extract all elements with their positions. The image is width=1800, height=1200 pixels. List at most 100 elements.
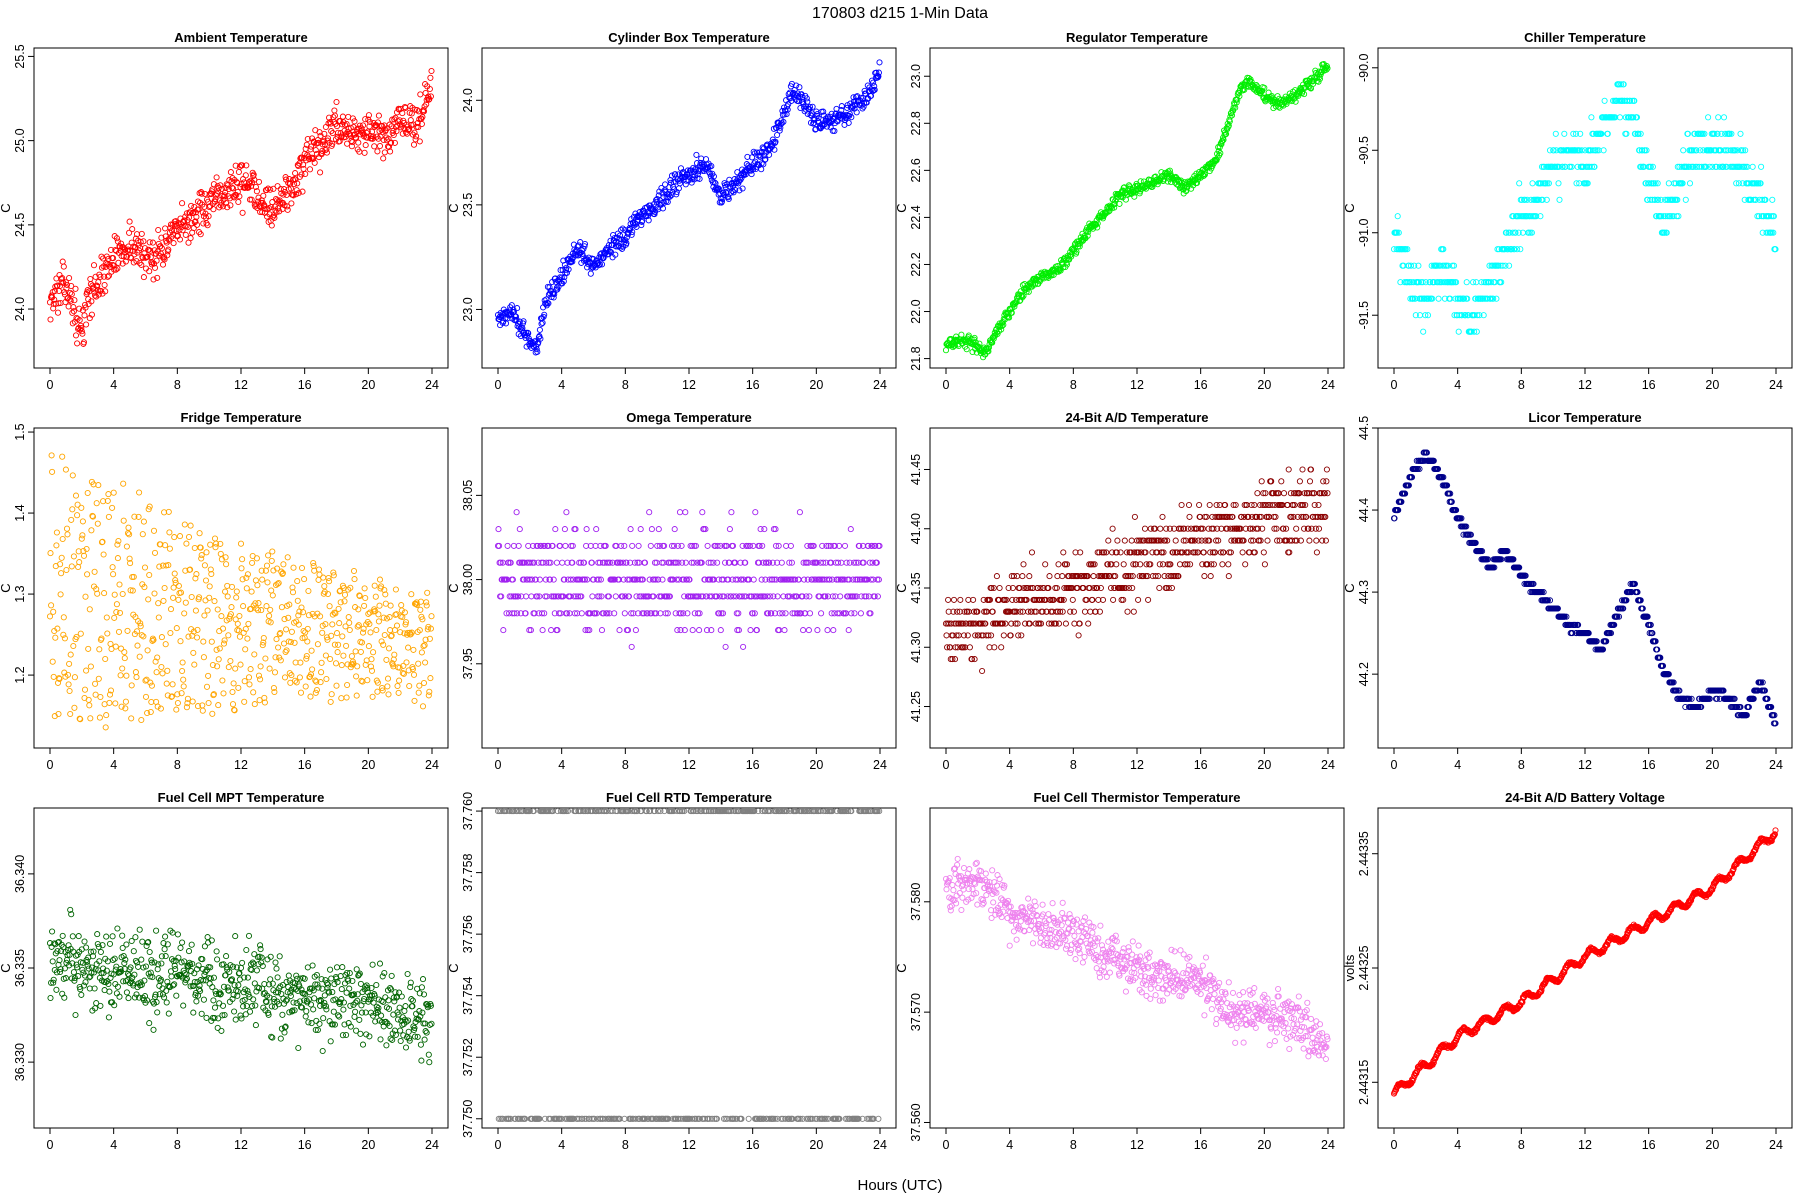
- data-point: [353, 673, 360, 680]
- data-point: [1394, 213, 1401, 220]
- data-point: [346, 619, 353, 626]
- data-point: [359, 130, 366, 137]
- plot-frame: [1377, 47, 1793, 369]
- data-point: [153, 257, 160, 264]
- data-point: [66, 274, 73, 282]
- data-point: [50, 305, 57, 312]
- y-axis-label: C: [0, 583, 13, 592]
- data-point: [116, 609, 124, 616]
- data-point: [427, 675, 434, 682]
- data-point: [88, 298, 95, 305]
- data-point: [754, 161, 761, 168]
- data-point: [54, 309, 62, 316]
- data-point: [1018, 632, 1025, 639]
- data-point: [1435, 295, 1442, 302]
- data-point: [606, 248, 613, 255]
- data-point: [1720, 114, 1728, 121]
- data-point: [172, 221, 179, 228]
- data-point: [757, 152, 764, 159]
- data-point: [302, 683, 309, 690]
- data-point: [164, 252, 171, 259]
- data-point: [85, 296, 92, 303]
- data-point: [169, 221, 176, 228]
- data-point: [631, 220, 638, 227]
- y-tick-label: 37.95: [461, 648, 475, 679]
- data-point: [242, 172, 249, 179]
- data-point: [985, 344, 993, 351]
- data-point: [550, 294, 557, 301]
- y-tick-label: 41.40: [909, 513, 923, 544]
- data-point: [241, 678, 248, 685]
- data-point: [225, 632, 232, 639]
- data-point: [269, 592, 276, 599]
- data-point: [127, 247, 134, 254]
- data-point: [857, 610, 864, 617]
- data-point: [423, 101, 430, 108]
- x-tick-label: 20: [809, 378, 823, 392]
- data-point: [740, 643, 747, 650]
- data-point: [1105, 537, 1112, 544]
- data-point: [718, 198, 725, 205]
- data-point: [1011, 303, 1018, 310]
- data-point: [304, 135, 311, 143]
- data-point: [92, 292, 99, 299]
- data-point: [267, 186, 274, 193]
- data-point: [262, 205, 269, 213]
- data-point: [984, 345, 991, 352]
- data-point: [97, 693, 104, 701]
- x-tick-label: 12: [1578, 378, 1592, 392]
- data-point: [331, 112, 338, 119]
- data-point: [1114, 537, 1121, 544]
- data-point: [297, 689, 305, 696]
- data-point: [417, 91, 424, 98]
- data-point: [335, 605, 342, 612]
- data-point: [385, 645, 393, 652]
- data-point: [598, 627, 606, 634]
- data-point: [115, 259, 122, 266]
- data-point: [229, 688, 236, 696]
- data-point: [243, 585, 250, 592]
- data-point: [329, 621, 336, 628]
- data-point: [158, 663, 165, 671]
- y-tick-label: 24.0: [13, 297, 27, 321]
- data-point: [1026, 573, 1033, 580]
- data-point: [348, 653, 355, 660]
- data-point: [318, 669, 325, 676]
- data-point: [1193, 179, 1201, 187]
- y-tick-label: -90.5: [1357, 136, 1371, 165]
- data-point: [1178, 501, 1185, 509]
- data-point: [181, 521, 188, 528]
- data-point: [158, 634, 165, 641]
- data-point: [1069, 596, 1076, 603]
- data-point: [1014, 573, 1021, 580]
- data-point: [147, 679, 154, 686]
- data-point: [183, 222, 190, 230]
- data-point: [326, 578, 333, 585]
- data-point: [122, 698, 129, 705]
- data-point: [1013, 298, 1020, 305]
- data-point: [1749, 163, 1756, 170]
- x-tick-label: 8: [622, 378, 629, 392]
- data-point: [427, 74, 434, 81]
- data-point: [809, 103, 816, 110]
- x-tick-label: 12: [682, 378, 696, 392]
- data-point: [739, 185, 746, 192]
- data-point: [202, 597, 209, 604]
- data-point: [374, 688, 381, 695]
- data-point: [133, 258, 140, 265]
- data-point: [253, 555, 260, 562]
- x-tick-label: 20: [809, 758, 823, 772]
- data-point: [795, 98, 802, 105]
- data-point: [722, 643, 729, 650]
- data-point: [1429, 295, 1436, 302]
- data-point: [418, 120, 425, 128]
- data-point: [752, 509, 759, 516]
- data-point: [148, 682, 155, 689]
- data-point: [287, 185, 294, 192]
- data-point: [313, 150, 320, 157]
- data-point: [206, 583, 213, 590]
- data-point: [156, 563, 163, 570]
- data-point: [554, 286, 561, 293]
- data-point: [552, 526, 559, 533]
- data-point: [374, 148, 381, 155]
